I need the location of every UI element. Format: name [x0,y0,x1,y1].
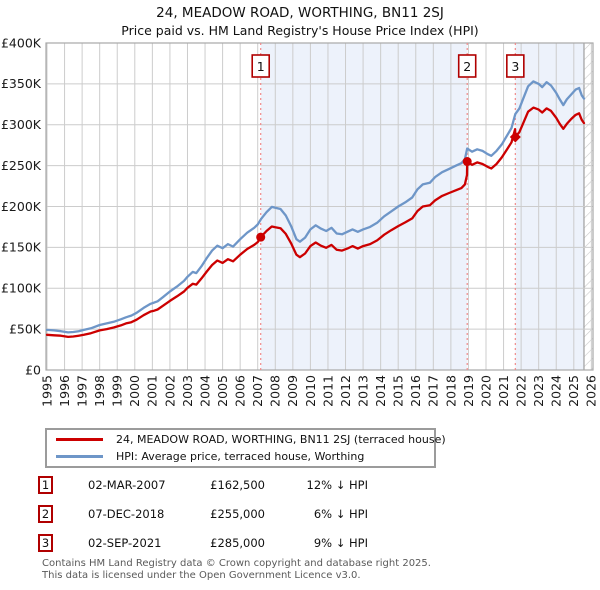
transaction-date: 07-DEC-2018 [88,507,165,521]
x-tick-label: 1996 [57,375,72,407]
transaction-number-box: 1 [38,476,53,494]
transaction-price: £255,000 [210,507,265,521]
price-line-sample [56,438,103,441]
y-axis-labels: £0 £50K £100K £150K £200K £250K £300K £350K £400… [1,35,42,377]
sale-marker-dot [256,232,266,242]
transaction-vs-hpi: 12% ↓ HPI [306,478,368,492]
x-tick-label: 2025 [566,375,581,407]
x-tick-label: 1998 [92,375,107,407]
chart-legend: 24, MEADOW ROAD, WORTHING, BN11 2SJ (ter… [45,428,446,468]
legend-label: 24, MEADOW ROAD, WORTHING, BN11 2SJ (ter… [116,433,446,446]
x-tick-label: 2018 [443,375,458,407]
x-tick-label: 2020 [478,375,493,407]
transaction-row: 1 02-MAR-2007 £162,500 12% ↓ HPI [0,473,600,502]
y-tick-label: £300K [1,117,42,132]
transactions-list: 1 02-MAR-2007 £162,500 12% ↓ HPI 2 07-DEC-201… [0,473,600,560]
transaction-price: £285,000 [210,536,265,550]
transaction-row: 3 02-SEP-2021 £285,000 9% ↓ HPI [0,531,600,560]
x-tick-label: 2001 [145,375,160,407]
transaction-price: £162,500 [210,478,265,492]
x-tick-label: 2010 [303,375,318,407]
y-tick-label: £50K [9,321,42,336]
hpi-line [45,80,586,334]
legend-item: 24, MEADOW ROAD, WORTHING, BN11 2SJ (ter… [47,431,446,448]
transaction-date: 02-MAR-2007 [88,478,166,492]
x-tick-label: 2009 [285,375,300,407]
x-tick-label: 2015 [391,375,406,407]
sale-marker-box [251,54,271,78]
x-tick-label: 2000 [127,375,142,407]
sale-marker-dots [256,131,521,242]
x-tick-label: 2007 [250,375,265,407]
hpi-line-sample [56,455,103,458]
x-tick-label: 2003 [180,375,195,407]
x-tick-label: 1995 [39,375,54,407]
sale-marker-boxes: 1 2 3 [251,54,525,78]
legend-label: HPI: Average price, terraced house, Wort… [116,450,365,463]
x-tick-label: 1999 [110,375,125,407]
transaction-number-box: 2 [38,505,53,523]
legend-item: HPI: Average price, terraced house, Wort… [47,448,434,465]
y-tick-label: £200K [1,199,42,214]
x-tick-label: 2011 [320,375,335,407]
sale-marker-number: 3 [511,59,519,74]
gridlines [45,42,594,371]
x-tick-label: 2013 [355,375,370,407]
license-footer: Contains HM Land Registry data © Crown c… [42,558,431,581]
x-tick-label: 2024 [549,375,564,407]
page-title: 24, MEADOW ROAD, WORTHING, BN11 2SJ [156,5,444,21]
sale-marker-number: 1 [257,59,265,74]
x-axis-labels: 1995 1996 1997 1998 1999 2000 2001 2002 2003 2004… [39,375,598,407]
y-tick-label: £250K [1,158,42,173]
transaction-number-box: 3 [38,534,53,552]
sale-marker-dot [462,157,472,167]
x-tick-label: 2021 [496,375,511,407]
footer-line-2: This data is licensed under the Open Gov… [42,569,361,581]
sale-marker-box [457,54,477,78]
sale-marker-dot [509,131,521,143]
x-tick-label: 2023 [531,375,546,407]
page-subtitle: Price paid vs. HM Land Registry's House … [121,23,479,38]
x-tick-label: 2008 [268,375,283,407]
x-tick-label: 2017 [426,375,441,407]
transaction-vs-hpi: 6% ↓ HPI [313,507,368,521]
y-tick-label: £0 [25,362,41,377]
transaction-row: 2 07-DEC-2018 £255,000 6% ↓ HPI [0,502,600,531]
transaction-date: 02-SEP-2021 [88,536,162,550]
x-tick-label: 2006 [233,375,248,407]
transaction-vs-hpi: 9% ↓ HPI [313,536,368,550]
footer-line-1: Contains HM Land Registry data © Crown c… [42,558,431,569]
sale-marker-number: 2 [463,59,471,74]
x-tick-label: 2014 [373,375,388,407]
plot-border [45,42,594,371]
x-tick-label: 2016 [408,375,423,407]
y-tick-label: £100K [1,281,42,296]
x-tick-label: 2012 [338,375,353,407]
sale-marker-box [506,54,525,78]
y-tick-label: £350K [1,76,42,91]
x-tick-label: 2002 [162,375,177,407]
y-tick-label: £400K [1,35,42,50]
y-tick-label: £150K [1,240,42,255]
x-tick-label: 2005 [215,375,230,407]
price-history-chart: 1 2 3£0£50K£100K£150K£200K£250K£300K£350K£… [1,35,599,407]
x-tick-label: 2022 [513,375,528,407]
x-tick-label: 2026 [584,375,599,407]
x-tick-label: 2019 [461,375,476,407]
x-tick-label: 2004 [197,375,212,407]
x-tick-label: 1997 [74,375,89,407]
